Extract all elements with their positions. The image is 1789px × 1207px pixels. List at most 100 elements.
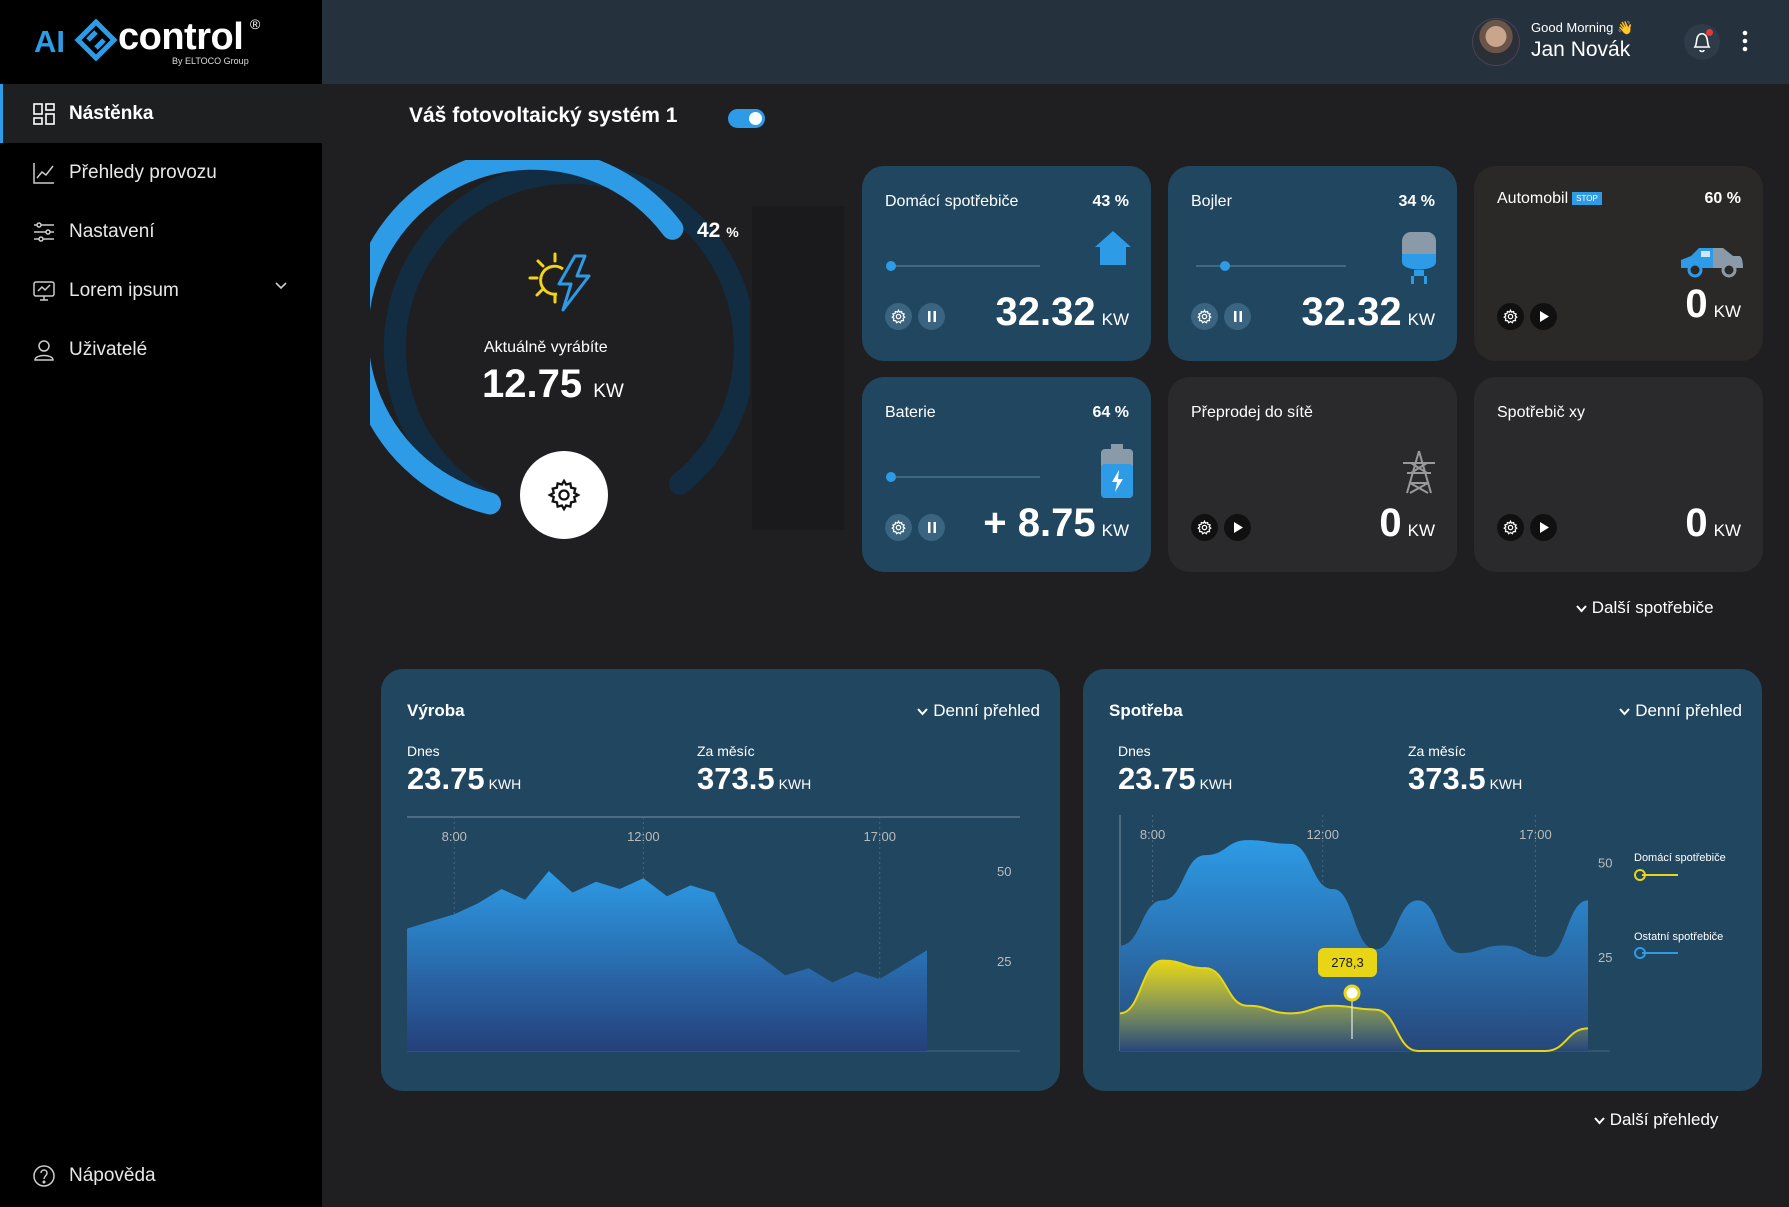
gauge-settings-button[interactable] bbox=[520, 451, 608, 539]
legend-swatch-blue bbox=[1634, 947, 1678, 959]
x-tick-label: 12:00 bbox=[627, 829, 660, 844]
device-settings-button[interactable] bbox=[885, 514, 912, 541]
user-icon bbox=[34, 339, 54, 361]
bell-icon bbox=[1693, 32, 1711, 53]
sidebar-item-label: Lorem ipsum bbox=[69, 279, 179, 301]
x-tick-label: 17:00 bbox=[863, 829, 896, 844]
device-card-spotrebic-xy[interactable]: Spotřebič xy 0 KW bbox=[1474, 377, 1763, 572]
consumption-today-value: 23.75 KWH bbox=[1118, 761, 1232, 797]
device-slider-thumb[interactable] bbox=[1220, 261, 1230, 271]
device-value-unit: KW bbox=[1407, 521, 1435, 540]
production-period-dropdown[interactable]: Denní přehled bbox=[917, 701, 1040, 721]
device-slider-thumb[interactable] bbox=[886, 472, 896, 482]
gauge-percent: 42 % bbox=[697, 219, 739, 243]
device-slider-track[interactable] bbox=[890, 476, 1040, 478]
gauge-percent-unit: % bbox=[726, 224, 739, 240]
device-value-number: 32.32 bbox=[1301, 290, 1402, 334]
play-icon bbox=[1233, 522, 1243, 533]
y-tick-label: 50 bbox=[1598, 856, 1612, 871]
gauge-label: Aktuálně vyrábíte bbox=[484, 339, 608, 356]
device-card-bojler[interactable]: Bojler 34 % 32.32 KW bbox=[1168, 166, 1457, 361]
sidebar-item-prehledy-provozu[interactable]: Přehledy provozu bbox=[0, 143, 322, 202]
sidebar-item-label: Přehledy provozu bbox=[69, 161, 217, 183]
device-percent: 64 % bbox=[1092, 404, 1129, 421]
consumption-today-label: Dnes bbox=[1118, 743, 1151, 759]
help-link[interactable]: Nápověda bbox=[32, 1164, 156, 1188]
brand-byline: By ELTOCO Group bbox=[172, 56, 249, 66]
sidebar-item-nastaveni[interactable]: Nastavení bbox=[0, 202, 322, 261]
device-title: Domácí spotřebiče bbox=[885, 193, 1019, 210]
device-value-unit: KW bbox=[1713, 302, 1741, 321]
consumption-title: Spotřeba bbox=[1109, 701, 1183, 720]
more-devices-link[interactable]: Další spotřebiče bbox=[1576, 598, 1714, 618]
sidebar: AI control ® By ELTOCO Group Nástěnka Př… bbox=[0, 0, 322, 1207]
production-month-number: 373.5 bbox=[697, 761, 775, 796]
gear-icon bbox=[1197, 520, 1212, 535]
device-card-domaci-spotrebice[interactable]: Domácí spotřebiče 43 % 32.32 KW bbox=[862, 166, 1151, 361]
system-toggle[interactable] bbox=[728, 109, 765, 128]
device-settings-button[interactable] bbox=[885, 303, 912, 330]
brand-ai: AI bbox=[34, 24, 65, 59]
production-month-value: 373.5 KWH bbox=[697, 761, 811, 797]
device-value: 0 KW bbox=[1685, 282, 1741, 327]
gauge-shadow bbox=[752, 206, 844, 530]
device-percent: 34 % bbox=[1398, 193, 1435, 210]
consumption-month-label: Za měsíc bbox=[1408, 743, 1466, 759]
sidebar-item-label: Nastavení bbox=[69, 220, 155, 242]
device-percent: 43 % bbox=[1092, 193, 1129, 210]
device-value-number: 0 bbox=[1685, 501, 1708, 545]
solar-power-icon bbox=[528, 252, 591, 312]
sidebar-item-lorem-ipsum[interactable]: Lorem ipsum bbox=[0, 261, 322, 320]
monitor-icon bbox=[33, 280, 55, 301]
device-value-number: 0 bbox=[1379, 501, 1402, 545]
device-value-number: + 8.75 bbox=[983, 501, 1096, 545]
consumption-month-number: 373.5 bbox=[1408, 761, 1486, 796]
device-value-unit: KW bbox=[1101, 310, 1129, 329]
sidebar-item-label: Uživatelé bbox=[69, 338, 148, 360]
user-name: Jan Novák bbox=[1531, 38, 1631, 61]
sliders-icon bbox=[34, 221, 54, 242]
device-settings-button[interactable] bbox=[1191, 514, 1218, 541]
avatar[interactable] bbox=[1472, 18, 1520, 66]
device-settings-button[interactable] bbox=[1497, 514, 1524, 541]
y-tick-label: 25 bbox=[997, 954, 1011, 969]
more-options-icon[interactable] bbox=[1742, 30, 1748, 52]
greeting-text: Good Morning 👋 bbox=[1531, 20, 1634, 35]
device-slider-thumb[interactable] bbox=[886, 261, 896, 271]
more-reports-link[interactable]: Další přehledy bbox=[1594, 1110, 1718, 1130]
pause-icon bbox=[927, 522, 936, 533]
legend-swatch-yellow bbox=[1634, 869, 1678, 881]
device-slider-track[interactable] bbox=[1196, 265, 1346, 267]
production-chart: 8:00 12:00 17:00 50 25 bbox=[407, 816, 1020, 1052]
device-play-button[interactable] bbox=[1530, 514, 1557, 541]
consumption-period-dropdown[interactable]: Denní přehled bbox=[1619, 701, 1742, 721]
chevron-down-icon bbox=[1576, 605, 1587, 613]
tooltip-point[interactable] bbox=[1343, 984, 1361, 1002]
device-play-button[interactable] bbox=[1224, 514, 1251, 541]
y-tick-label: 50 bbox=[997, 864, 1011, 879]
car-icon bbox=[1681, 248, 1743, 278]
device-settings-button[interactable] bbox=[1497, 303, 1524, 330]
chart-line-icon bbox=[33, 162, 54, 184]
device-pause-button[interactable] bbox=[1224, 303, 1251, 330]
series-area-domaci bbox=[1120, 840, 1588, 1051]
chevron-down-icon bbox=[1619, 708, 1631, 716]
device-card-preprodej[interactable]: Přeprodej do sítě 0 KW bbox=[1168, 377, 1457, 572]
device-value: 32.32 KW bbox=[996, 290, 1130, 335]
notifications-button[interactable] bbox=[1684, 24, 1720, 60]
device-settings-button[interactable] bbox=[1191, 303, 1218, 330]
stop-badge[interactable]: STOP bbox=[1572, 192, 1602, 206]
device-pause-button[interactable] bbox=[918, 303, 945, 330]
device-slider-track[interactable] bbox=[890, 265, 1040, 267]
chevron-down-icon[interactable] bbox=[274, 281, 288, 291]
device-card-automobil[interactable]: Automobil STOP 60 % 0 KW bbox=[1474, 166, 1763, 361]
battery-icon bbox=[1101, 444, 1133, 498]
sidebar-item-uzivatele[interactable]: Uživatelé bbox=[0, 320, 322, 379]
device-card-baterie[interactable]: Baterie 64 % + 8.75 KW bbox=[862, 377, 1151, 572]
brand-registered: ® bbox=[250, 16, 261, 32]
device-play-button[interactable] bbox=[1530, 303, 1557, 330]
sidebar-item-nastenka[interactable]: Nástěnka bbox=[0, 84, 322, 143]
device-pause-button[interactable] bbox=[918, 514, 945, 541]
notification-badge bbox=[1706, 29, 1713, 36]
